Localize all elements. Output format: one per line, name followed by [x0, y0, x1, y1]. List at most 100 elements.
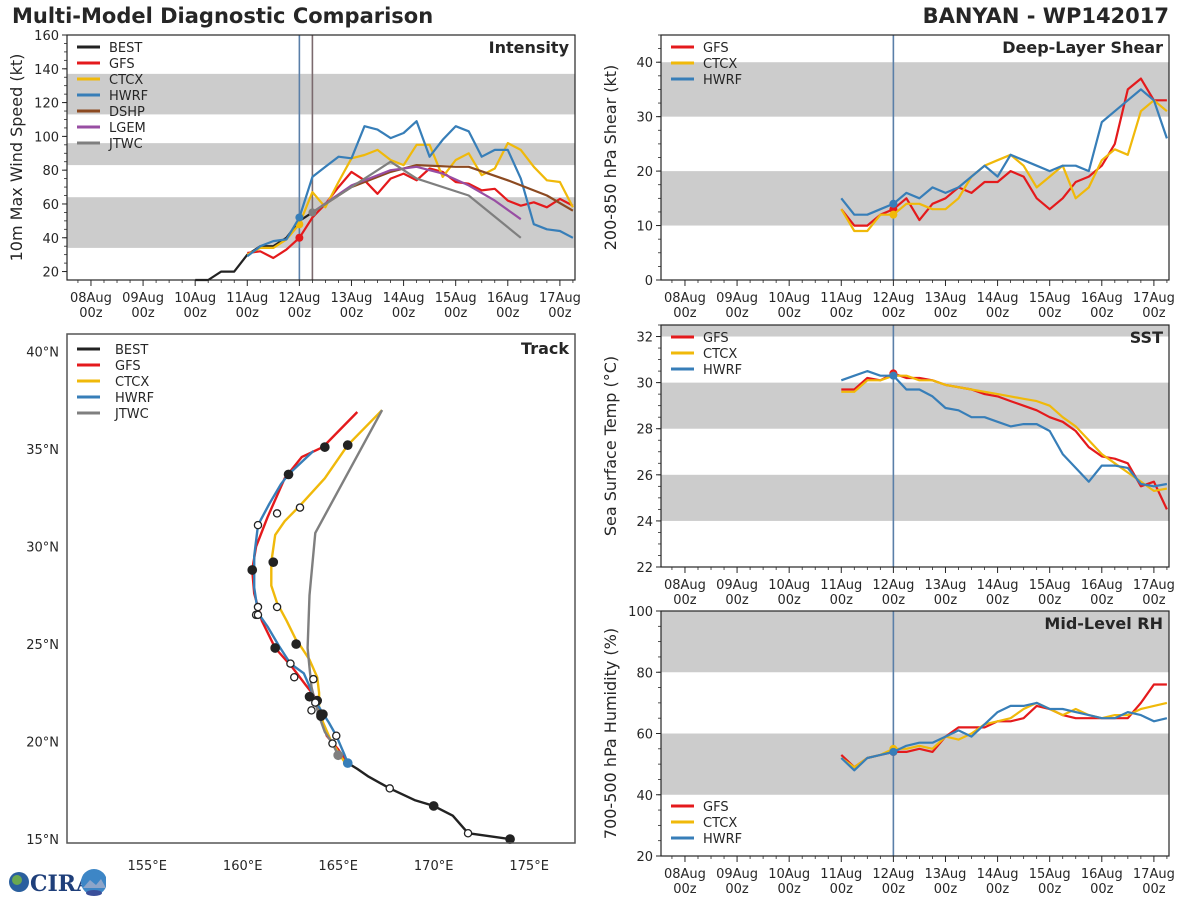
panel-title: Intensity: [489, 38, 570, 57]
x-tick-label-hour: 00z: [830, 306, 854, 321]
threshold-band: [661, 611, 1169, 673]
x-tick-label-hour: 00z: [1142, 593, 1166, 608]
track-marker-open: [253, 610, 263, 620]
lat-tick-label: 30°N: [26, 541, 59, 556]
y-tick-label: 40: [42, 232, 59, 247]
panel-rh: 2040608010008Aug00z09Aug00z10Aug00z11Aug…: [601, 605, 1175, 897]
y-tick-label: 20: [42, 266, 59, 281]
x-tick-label-date: 10Aug: [768, 578, 810, 593]
x-tick-label-hour: 00z: [986, 882, 1010, 897]
plot-frame: [66, 333, 576, 844]
threshold-band: [661, 325, 1169, 337]
panel-track: 15°N 20°N 25°N 30°N 35°N 40°N 155°E 160°E 165°E 1…: [26, 333, 576, 874]
x-tick-label-date: 12Aug: [872, 867, 914, 882]
init-marker-hwrf: [889, 747, 898, 756]
track-marker-filled: [319, 442, 330, 452]
x-tick-label-date: 16Aug: [1081, 291, 1123, 306]
x-tick-label-hour: 00z: [986, 306, 1010, 321]
threshold-band: [661, 474, 1169, 521]
cira-logo: CIRA: [6, 866, 106, 898]
y-tick-label: 32: [636, 331, 653, 346]
x-tick-label-hour: 00z: [934, 306, 958, 321]
x-tick-label-hour: 00z: [340, 306, 364, 321]
track-marker-filled: [291, 639, 302, 649]
legend-label-hwrf: HWRF: [109, 89, 148, 104]
x-tick-label-hour: 00z: [1090, 306, 1114, 321]
x-tick-label-date: 15Aug: [1029, 578, 1071, 593]
panel-shear: 01020304008Aug00z09Aug00z10Aug00z11Aug00…: [601, 34, 1175, 321]
y-tick-label: 80: [636, 666, 653, 681]
x-tick-label-hour: 00z: [777, 882, 801, 897]
track-marker-open: [307, 706, 316, 715]
legend-label-hwrf: HWRF: [115, 391, 154, 406]
panel-title: SST: [1130, 328, 1163, 347]
x-tick-label-hour: 00z: [673, 882, 697, 897]
lat-tick-label: 40°N: [26, 346, 59, 361]
init-marker-jtwc: [308, 208, 317, 217]
lon-tick-label: 170°E: [414, 859, 454, 874]
y-tick-label: 24: [636, 515, 653, 530]
x-tick-label-hour: 00z: [934, 593, 958, 608]
x-tick-label-hour: 00z: [1038, 306, 1062, 321]
y-tick-label: 120: [34, 97, 59, 112]
y-axis-label: Sea Surface Temp (°C): [601, 356, 620, 536]
x-tick-label-hour: 00z: [1038, 882, 1062, 897]
x-tick-label-hour: 00z: [934, 882, 958, 897]
track-marker-filled: [283, 469, 294, 480]
lon-tick-label: 175°E: [509, 859, 549, 874]
y-tick-label: 10: [636, 220, 653, 235]
lat-tick-label: 20°N: [26, 736, 59, 751]
legend-label-hwrf: HWRF: [703, 363, 742, 378]
track-marker-filled: [342, 440, 353, 451]
x-tick-label-hour: 00z: [1038, 593, 1062, 608]
x-tick-label-hour: 00z: [131, 306, 155, 321]
x-tick-label-hour: 00z: [673, 306, 697, 321]
x-tick-label-date: 09Aug: [122, 291, 164, 306]
track-marker-filled: [270, 643, 281, 653]
x-tick-label-hour: 00z: [725, 882, 749, 897]
x-tick-label-date: 12Aug: [872, 291, 914, 306]
y-tick-label: 20: [636, 850, 653, 865]
legend-label-gfs: GFS: [109, 57, 135, 72]
x-tick-label-date: 11Aug: [820, 291, 862, 306]
series-line-dshp: [311, 164, 574, 214]
x-tick-label-date: 08Aug: [70, 291, 112, 306]
init-marker-gfs: [295, 233, 304, 242]
track-marker-filled: [505, 834, 515, 844]
track-marker-open: [272, 602, 282, 612]
lat-tick-label: 25°N: [26, 638, 59, 653]
track-line-gfs: [250, 411, 359, 764]
x-tick-label-date: 15Aug: [1029, 867, 1071, 882]
track-marker-open: [253, 520, 263, 530]
x-tick-label-hour: 00z: [777, 593, 801, 608]
x-tick-label-hour: 00z: [444, 306, 468, 321]
legend-label-gfs: GFS: [115, 359, 141, 374]
x-tick-label-date: 11Aug: [820, 578, 862, 593]
track-marker-open: [272, 509, 282, 518]
x-tick-label-date: 13Aug: [925, 578, 967, 593]
x-tick-label-date: 16Aug: [487, 291, 529, 306]
y-axis-label: 10m Max Wind Speed (kt): [7, 54, 26, 262]
y-tick-label: 140: [34, 63, 59, 78]
x-tick-label-hour: 00z: [882, 306, 906, 321]
y-axis-label: 700-500 hPa Humidity (%): [601, 628, 620, 839]
x-tick-label-date: 12Aug: [872, 578, 914, 593]
x-tick-label-date: 09Aug: [716, 578, 758, 593]
legend-label-jtwc: JTWC: [114, 407, 149, 422]
x-tick-label-date: 08Aug: [664, 291, 706, 306]
track-marker-filled: [333, 750, 344, 761]
legend-label-ctcx: CTCX: [703, 816, 737, 831]
x-tick-label-date: 15Aug: [435, 291, 477, 306]
panel-intensity: 2040608010012014016008Aug00z09Aug00z10Au…: [7, 29, 581, 321]
track-line-jtwc: [306, 409, 384, 756]
lat-tick-label: 15°N: [26, 833, 59, 848]
track-marker-open: [332, 731, 341, 740]
x-tick-label-date: 13Aug: [925, 291, 967, 306]
track-marker-open: [309, 674, 318, 684]
y-tick-label: 160: [34, 29, 59, 44]
x-tick-label-hour: 00z: [882, 593, 906, 608]
lat-tick-label: 35°N: [26, 443, 59, 458]
y-tick-label: 30: [636, 377, 653, 392]
main-title: Multi-Model Diagnostic Comparison: [12, 4, 434, 28]
